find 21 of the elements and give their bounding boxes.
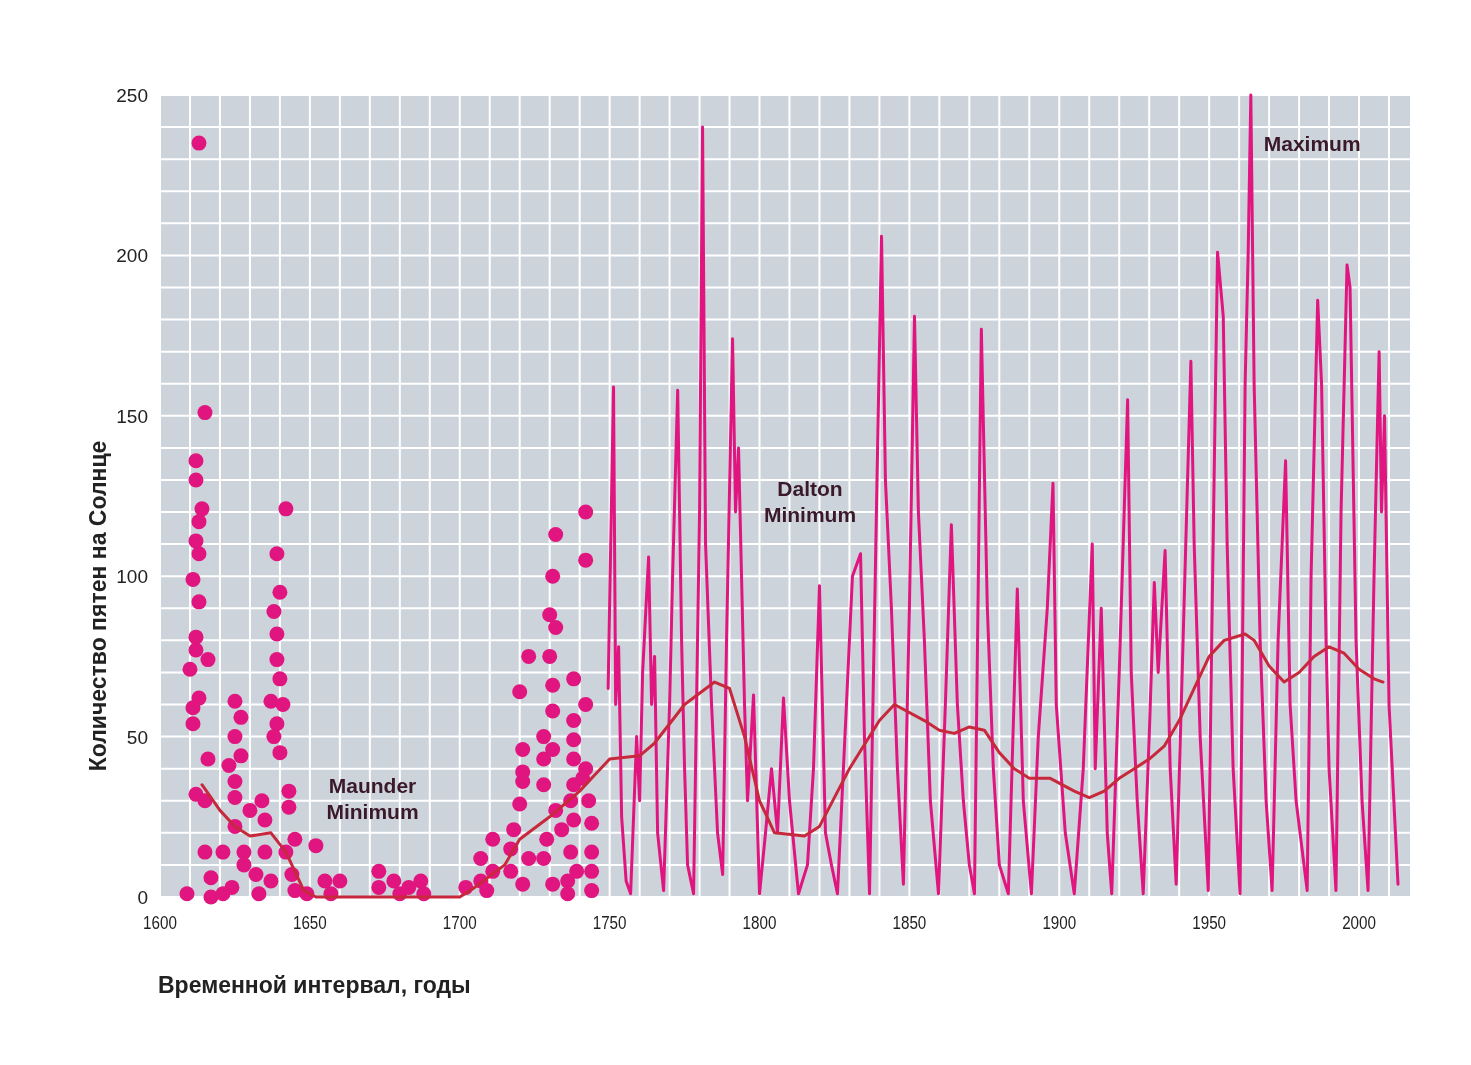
y-tick-label: 150 [116, 405, 148, 427]
y-tick-label: 100 [116, 566, 148, 588]
x-tick-label: 1850 [892, 911, 927, 934]
annotation: Maximum [1263, 132, 1361, 156]
y-axis-title: Количество пятен на Солнце [85, 440, 111, 772]
x-tick-label: 1950 [1192, 911, 1227, 934]
y-tick-label: 250 [116, 85, 148, 106]
x-tick-label: 1900 [1042, 911, 1077, 934]
y-tick-label: 200 [116, 245, 148, 267]
annotation: Maunder Minimum [326, 773, 419, 823]
x-tick-label: 1600 [143, 911, 177, 934]
x-tick-label: 1650 [292, 911, 327, 934]
line-series [606, 93, 1400, 896]
x-tick-label: 2000 [1342, 911, 1376, 934]
x-tick-label: 1750 [592, 911, 627, 934]
annotation: Dalton Minimum [763, 477, 857, 526]
y-tick-label: 50 [126, 726, 148, 748]
x-axis-title: Временной интервал, годы [158, 972, 471, 998]
x-tick-label: 1700 [442, 911, 477, 934]
x-tick-label: 1800 [742, 911, 777, 934]
y-tick-label: 0 [137, 887, 148, 908]
